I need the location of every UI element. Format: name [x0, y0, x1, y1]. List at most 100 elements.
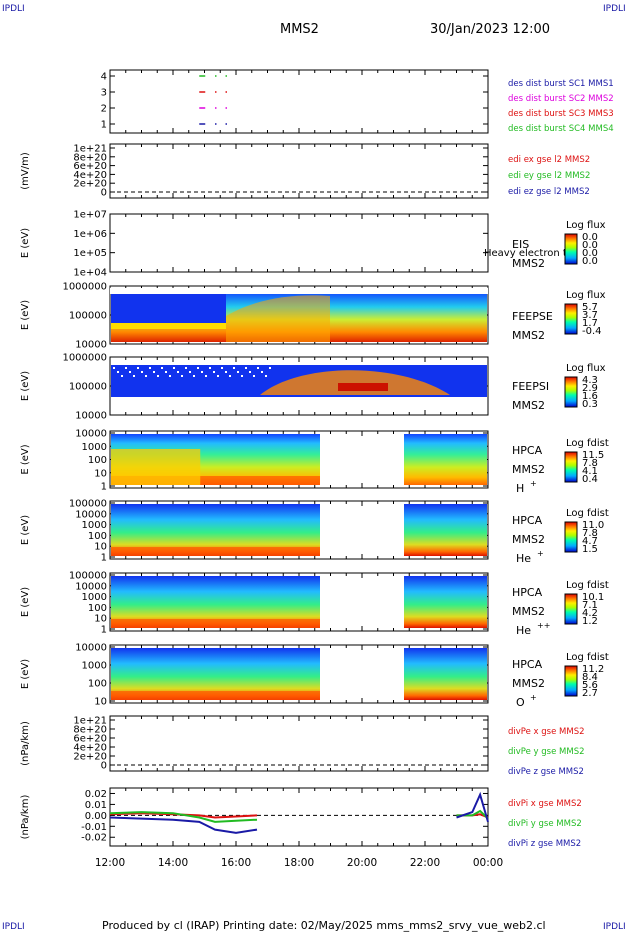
y-tick-label: 1e+21 [73, 144, 107, 155]
x-tick-label: 12:00 [95, 857, 125, 869]
feepsi-speckle [229, 375, 231, 377]
feepsi-speckle [133, 375, 135, 377]
y-tick-label: 1 [101, 625, 107, 636]
colorbar-tick-label: 2.7 [582, 688, 598, 699]
legend-entry: edi ey gse l2 MMS2 [508, 171, 590, 181]
y-tick-label: 100 [88, 531, 107, 542]
colorbar-title: Log fdist [566, 508, 609, 519]
colorbar-tick-label: 4.7 [582, 536, 598, 547]
spacecraft-label: MMS2 [512, 533, 545, 546]
y-tick-label: 0 [101, 761, 107, 772]
feepsi-energetic-region [260, 370, 450, 395]
spacecraft-label: MMS2 [512, 463, 545, 476]
spacecraft-label: MMS2 [512, 605, 545, 618]
species-charge-label: + [530, 693, 537, 702]
hpca-spectrogram-right [404, 648, 487, 700]
colorbar-tick-label: 11.5 [582, 450, 604, 461]
species-label: He [516, 552, 531, 565]
y-tick-label: 100000 [69, 571, 107, 582]
y-tick-label: 10000 [75, 643, 107, 654]
colorbar-title: Log flux [566, 290, 606, 301]
feepsi-speckle [117, 371, 119, 373]
y-tick-label: 1000 [82, 661, 107, 672]
panel-frame-edi [109, 143, 489, 199]
y-tick-label: 4 [101, 72, 107, 83]
colorbar-tick-label: 1.7 [582, 318, 598, 329]
colorbar [564, 451, 578, 483]
feepsi-speckle [213, 371, 215, 373]
feepsi-speckle [201, 371, 203, 373]
y-tick-label: 1e+06 [73, 229, 107, 240]
y-axis-label: E (eV) [20, 444, 31, 474]
feepsi-speckle [233, 367, 235, 369]
instrument-label: HPCA [512, 444, 543, 457]
feepsi-speckle [257, 367, 259, 369]
colorbar [564, 521, 578, 553]
legend-entry: divPi x gse MMS2 [508, 799, 582, 809]
colorbar-tick-label: 0.0 [582, 248, 598, 259]
colorbar-tick-label: -0.4 [582, 326, 602, 337]
y-tick-label: 1000 [82, 442, 107, 453]
instrument-label: HPCA [512, 514, 543, 527]
colorbar-title: Log fdist [566, 580, 609, 591]
spacecraft-label: MMS2 [512, 399, 545, 412]
x-tick-label: 00:00 [473, 857, 503, 869]
y-tick-label: 10 [94, 468, 107, 479]
colorbar-tick-label: 4.2 [582, 608, 598, 619]
species-label: H [516, 482, 524, 495]
colorbar-tick-label: 5.6 [582, 680, 598, 691]
colorbar-tick-label: 7.1 [582, 600, 598, 611]
legend-entry: des dist burst SC4 MMS4 [508, 124, 614, 134]
feepsi-speckle [245, 367, 247, 369]
hpca-low-energy-band [111, 547, 320, 556]
spacecraft-label: MMS2 [512, 677, 545, 690]
species-charge-label: ++ [537, 621, 550, 630]
y-tick-label: 100 [88, 603, 107, 614]
hpca-spectrogram-right [404, 576, 487, 628]
instrument-label: FEEPSI [512, 380, 549, 393]
hpca-low-energy-band [111, 691, 320, 700]
y-tick-label: 1000 [82, 592, 107, 603]
corner-label-bottom-left: IPDLI [2, 922, 25, 932]
spacecraft-label: MMS2 [512, 329, 545, 342]
hpca-low-energy-band [111, 619, 320, 628]
y-tick-label: 1 [101, 482, 107, 493]
feepsi-speckle [205, 375, 207, 377]
colorbar [564, 665, 578, 697]
colorbar [564, 233, 578, 265]
datetime-title: 30/Jan/2023 12:00 [430, 22, 551, 37]
panel-frame-divpi [109, 787, 489, 847]
instrument-label: EIS [512, 238, 529, 251]
feepsi-speckle [153, 371, 155, 373]
legend-entry: edi ez gse l2 MMS2 [508, 187, 590, 197]
footer-credits: Produced by cl (IRAP) Printing date: 02/… [102, 919, 546, 932]
hpca-spectrogram-right [404, 434, 487, 485]
mission-title: MMS2 [280, 22, 319, 37]
spacecraft-label: MMS2 [512, 257, 545, 270]
legend-entry: divPe z gse MMS2 [508, 767, 584, 777]
y-axis-label: (nPa/km) [20, 721, 31, 766]
feepsi-speckle [249, 371, 251, 373]
colorbar-tick-label: 1.2 [582, 616, 598, 627]
legend-entry: divPe y gse MMS2 [508, 747, 585, 757]
y-tick-label: 1 [101, 553, 107, 564]
instrument-label: HPCA [512, 658, 543, 671]
y-tick-label: 0.01 [85, 800, 107, 811]
feepsi-speckle [253, 375, 255, 377]
colorbar-tick-label: 0.4 [582, 474, 598, 485]
feepsi-speckle [121, 375, 123, 377]
feepse-top-mask [110, 288, 488, 294]
feepsi-speckle [165, 371, 167, 373]
feepsi-speckle [185, 367, 187, 369]
colorbar [564, 303, 578, 335]
feepsi-speckle [181, 375, 183, 377]
legend-entry: des dist burst SC2 MMS2 [508, 94, 614, 104]
feepsi-speckle [137, 367, 139, 369]
colorbar-tick-label: 5.7 [582, 302, 598, 313]
colorbar [564, 593, 578, 625]
y-axis-label: E (eV) [20, 228, 31, 258]
legend-entry: divPe x gse MMS2 [508, 727, 585, 737]
colorbar-tick-label: 0.3 [582, 399, 598, 410]
feepsi-speckle [125, 367, 127, 369]
legend-entry: divPi y gse MMS2 [508, 819, 582, 829]
